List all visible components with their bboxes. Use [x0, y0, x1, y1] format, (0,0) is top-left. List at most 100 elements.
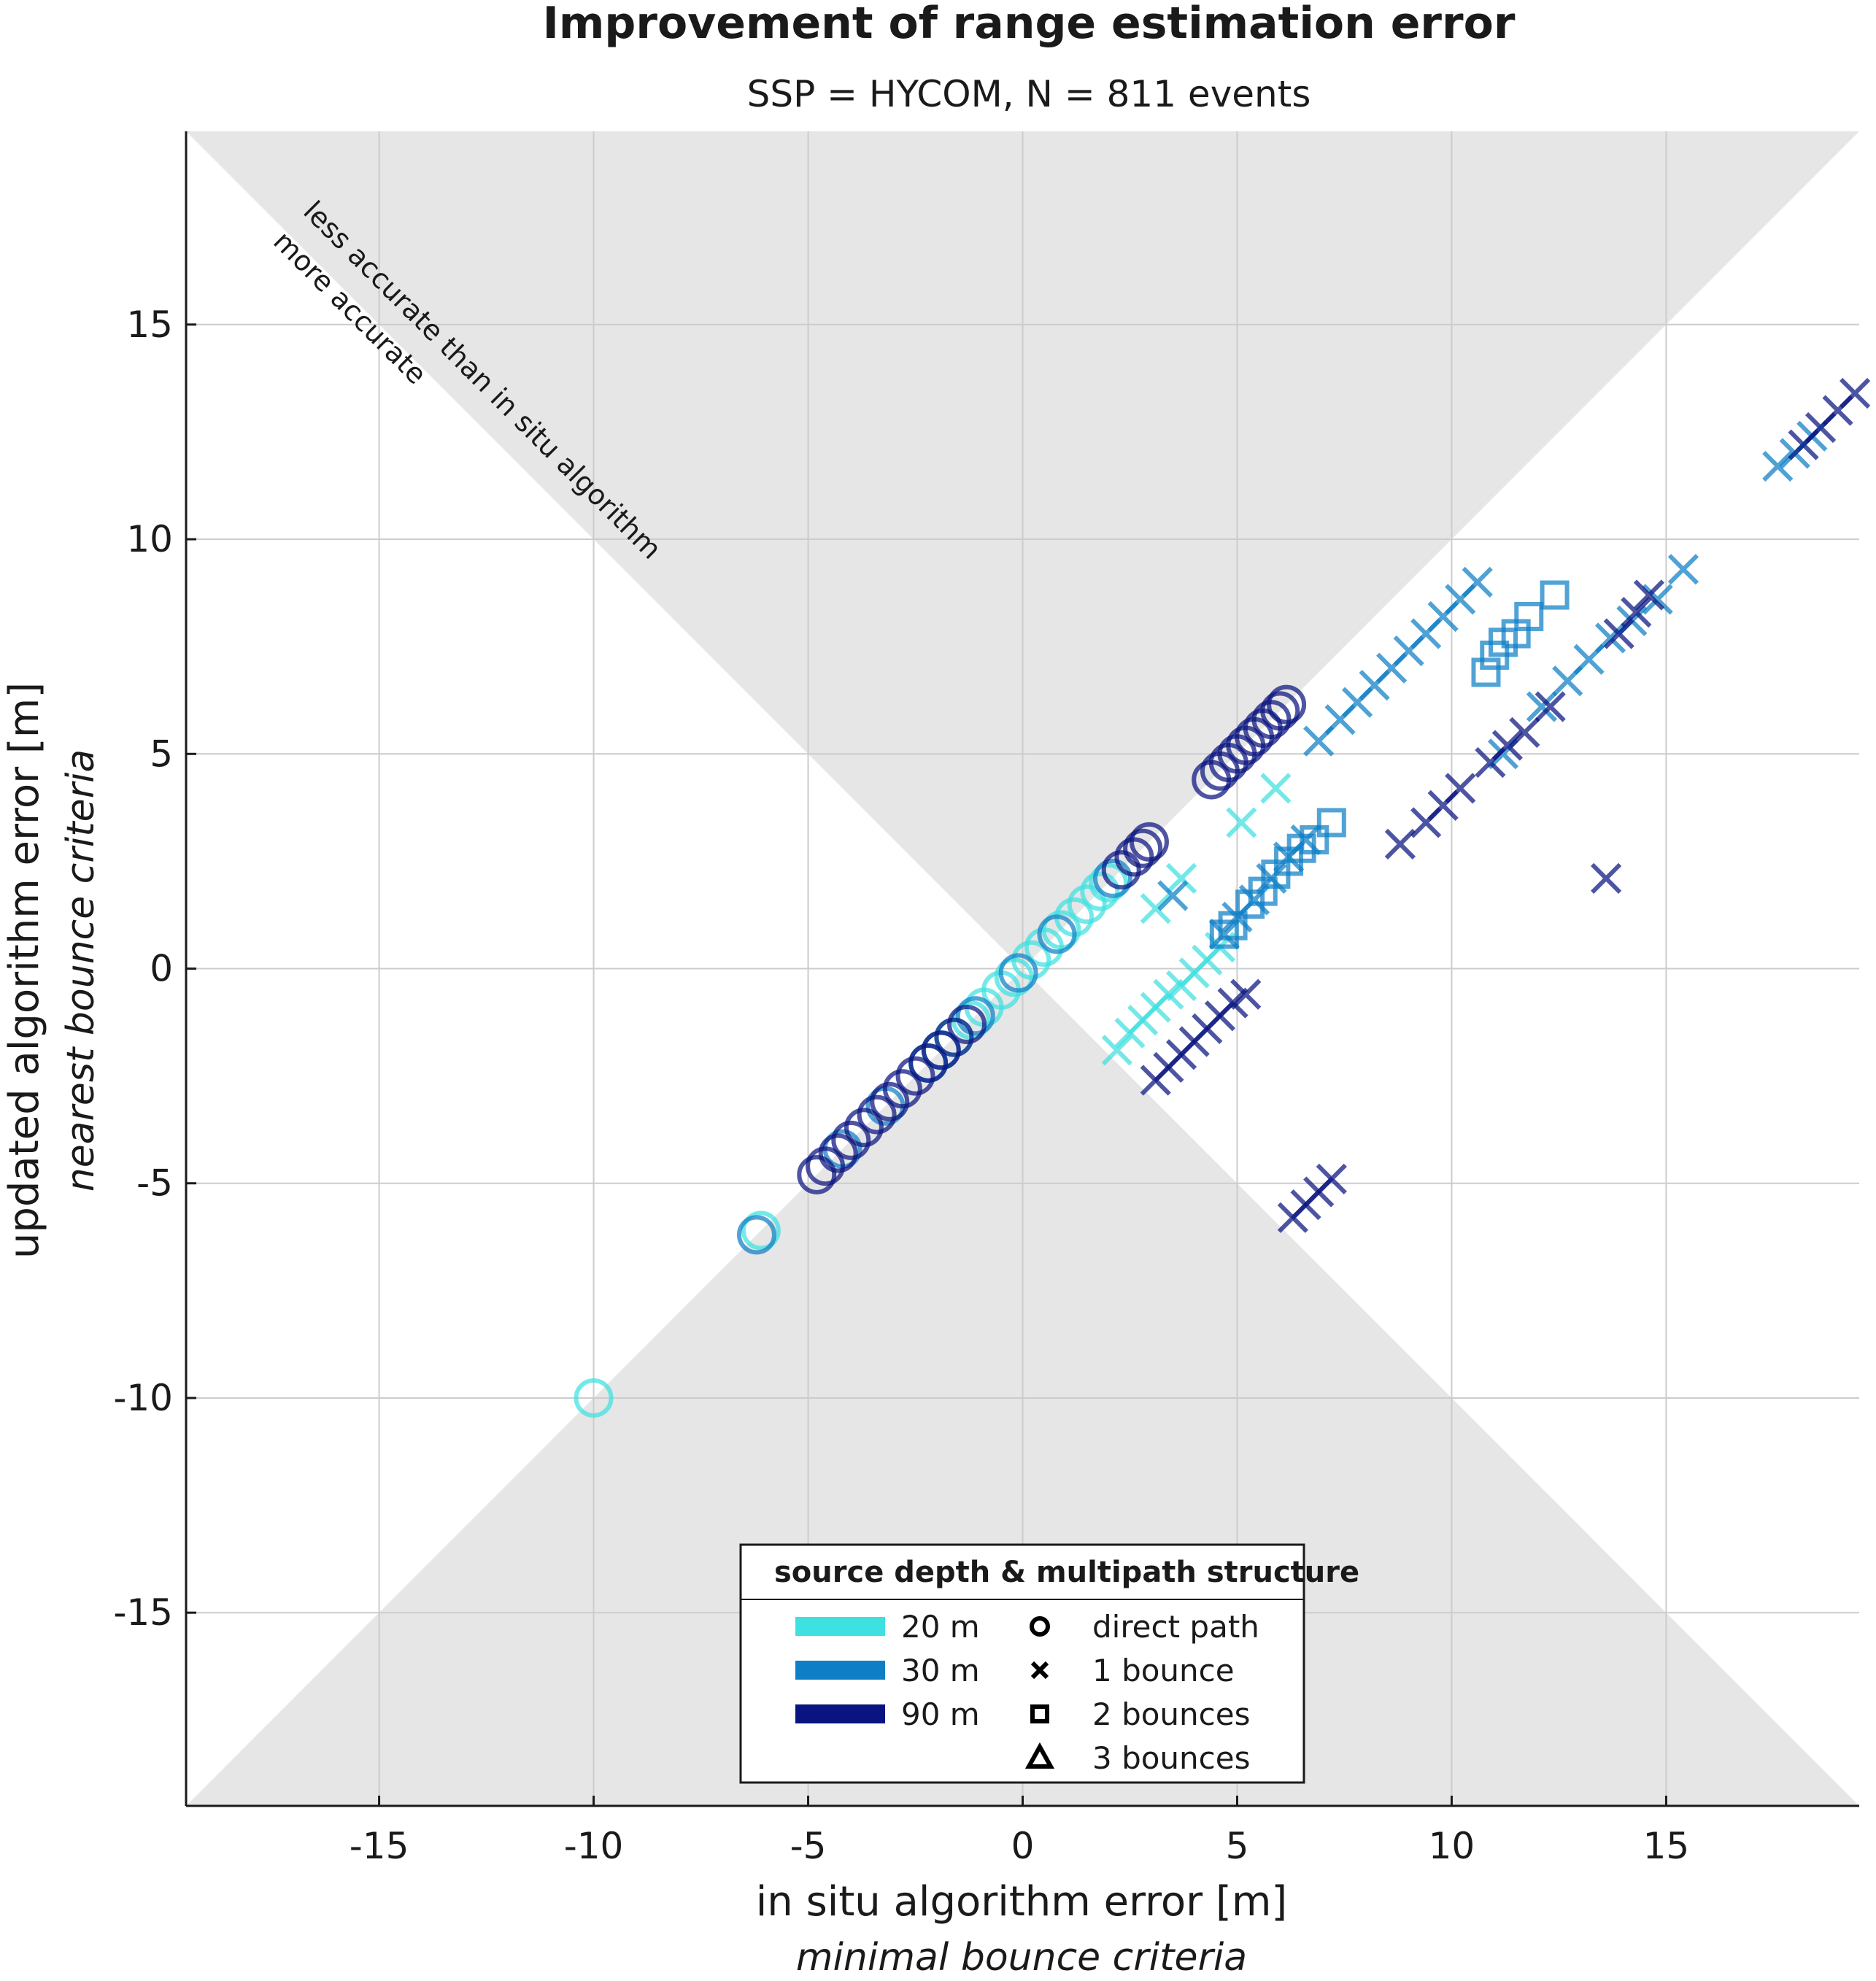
- data-point-x: [1101, 1035, 1132, 1066]
- data-point-x: [1633, 579, 1665, 611]
- data-point-x: [1535, 691, 1566, 722]
- legend-marker-label: 2 bounces: [1092, 1696, 1250, 1732]
- data-point-circle: [1260, 691, 1300, 731]
- legend-marker-label: 1 bounce: [1092, 1653, 1235, 1688]
- data-point-circle: [797, 1154, 837, 1194]
- data-point-x: [1384, 828, 1416, 860]
- legend-swatch: [795, 1661, 885, 1680]
- data-point-x: [1491, 730, 1524, 761]
- data-point-circle: [806, 1146, 846, 1186]
- legend-marker-square: [1030, 1704, 1049, 1723]
- data-point-x: [1621, 596, 1652, 628]
- data-point-x: [1590, 862, 1622, 895]
- y-axis-sublabel: nearest bounce criteria: [59, 749, 103, 1192]
- data-point-x: [1226, 807, 1257, 838]
- data-point-circle: [1092, 858, 1132, 898]
- data-point-x: [1462, 566, 1493, 598]
- x-axis-label: in situ algorithm error [m]: [756, 1878, 1288, 1926]
- data-point-x: [1642, 584, 1673, 615]
- data-point-circle: [921, 1030, 961, 1070]
- data-point-circle: [1037, 914, 1077, 954]
- legend-swatch: [795, 1617, 885, 1636]
- legend: source depth & multipath structure 20 m 3…: [739, 1543, 1359, 1784]
- data-point-circle: [818, 1133, 858, 1173]
- chart-title: Improvement of range estimation error: [543, 0, 1516, 49]
- data-point-x: [1762, 450, 1794, 482]
- data-point-circle: [1251, 700, 1292, 740]
- data-point-circle: [934, 1017, 974, 1057]
- x-axis-sublabel: minimal bounce criteria: [796, 1936, 1247, 1977]
- data-point-circle: [895, 1056, 935, 1096]
- data-point-x: [1230, 978, 1262, 1010]
- data-point-x: [1316, 1163, 1347, 1194]
- data-point-x: [1445, 773, 1476, 804]
- y-tick-label: -10: [113, 1377, 173, 1419]
- data-point-circle: [831, 1120, 871, 1160]
- y-tick-label: 5: [150, 733, 173, 775]
- data-point-circle: [1123, 828, 1163, 868]
- data-point-x: [1594, 622, 1626, 654]
- legend-marker-circle: [1030, 1616, 1050, 1637]
- data-point-circle: [955, 996, 995, 1036]
- data-point-square: [1209, 919, 1239, 949]
- data-point-x: [1140, 892, 1171, 924]
- data-point-square: [1218, 911, 1248, 941]
- legend-depth-label: 30 m: [901, 1653, 980, 1688]
- data-point-x: [1526, 691, 1558, 722]
- legend-title: source depth & multipath structure: [774, 1556, 1359, 1589]
- legend-marker-label: direct path: [1092, 1609, 1259, 1645]
- data-point-circle: [1129, 822, 1169, 862]
- legend-swatch: [795, 1704, 885, 1723]
- data-point-x: [1208, 919, 1240, 950]
- data-point-circle: [1267, 684, 1307, 725]
- data-point-square: [1316, 808, 1346, 838]
- data-point-circle: [736, 1215, 776, 1255]
- data-point-circle: [857, 1094, 897, 1135]
- x-tick-label: 5: [1226, 1825, 1249, 1867]
- y-tick-label: 15: [126, 304, 173, 346]
- data-point-circle: [844, 1108, 884, 1148]
- data-point-circle: [1041, 910, 1081, 950]
- x-tick-label: 15: [1643, 1825, 1690, 1867]
- data-point-circle: [882, 1069, 922, 1109]
- data-point-circle: [1011, 940, 1051, 980]
- data-point-x: [1839, 377, 1871, 409]
- data-point-circle: [998, 953, 1038, 993]
- data-point-square: [1300, 825, 1329, 854]
- data-point-circle: [1067, 884, 1107, 924]
- data-point-x: [1667, 554, 1699, 585]
- data-point-x: [1165, 862, 1197, 895]
- legend-depth-label: 90 m: [901, 1696, 980, 1732]
- data-point-circle: [947, 1005, 987, 1044]
- chart-subtitle: SSP = HYCOM, N = 811 events: [747, 73, 1311, 115]
- data-point-x: [1157, 880, 1189, 911]
- y-tick-label: 10: [126, 518, 173, 560]
- data-point-square: [1540, 580, 1570, 610]
- x-tick-label: 10: [1429, 1825, 1475, 1867]
- legend-marker-label: 3 bounces: [1092, 1740, 1250, 1776]
- legend-marker-triangle: [1024, 1742, 1055, 1769]
- data-point-circle: [1080, 871, 1120, 911]
- y-tick-label: 0: [150, 948, 173, 990]
- y-tick-label: -5: [136, 1162, 173, 1205]
- data-point-circle: [1114, 837, 1154, 877]
- y-axis-label: updated algorithm error [m]: [1, 682, 48, 1259]
- data-point-square: [1471, 657, 1501, 687]
- data-point-circle: [1101, 850, 1141, 890]
- y-tick-label: -15: [113, 1591, 173, 1634]
- legend-depth-label: 20 m: [901, 1609, 980, 1645]
- legend-marker-x: [1030, 1661, 1049, 1680]
- x-tick-label: -5: [790, 1825, 827, 1867]
- data-point-x: [1603, 618, 1634, 649]
- data-point-circle: [574, 1378, 614, 1418]
- x-tick-label: -15: [350, 1825, 409, 1867]
- data-point-circle: [1089, 862, 1129, 903]
- x-tick-label: 0: [1011, 1825, 1035, 1867]
- data-point-x: [1260, 773, 1292, 804]
- data-point-circle: [870, 1081, 910, 1121]
- data-point-circle: [741, 1210, 781, 1251]
- x-tick-label: -10: [564, 1825, 624, 1867]
- data-point-circle: [908, 1043, 949, 1083]
